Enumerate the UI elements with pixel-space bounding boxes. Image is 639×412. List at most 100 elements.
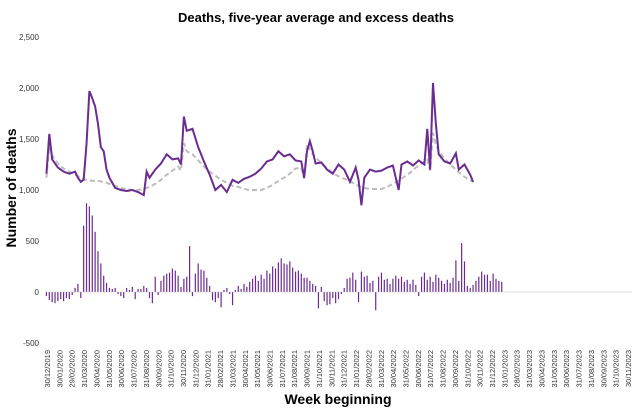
excess-bar	[412, 279, 414, 292]
x-tick-label: 31/07/2021	[278, 350, 287, 388]
excess-bar	[475, 280, 477, 292]
excess-bar	[440, 280, 443, 292]
excess-bar	[323, 292, 325, 302]
excess-bar	[455, 260, 457, 292]
x-tick-label: 30/11/2020	[179, 350, 188, 387]
excess-bar	[283, 263, 285, 292]
excess-bar	[409, 283, 411, 292]
excess-bar	[54, 292, 56, 304]
excess-bar	[231, 292, 234, 306]
excess-bar	[280, 258, 282, 292]
x-tick-label: 30/06/2020	[117, 350, 126, 388]
excess-bar	[501, 281, 503, 292]
y-tick-label: 2,000	[19, 84, 40, 93]
x-tick-label: 29/02/2020	[68, 350, 77, 388]
chart-title: Deaths, five-year average and excess dea…	[178, 10, 454, 25]
excess-bar	[103, 275, 105, 292]
x-axis-label: Week beginning	[284, 391, 391, 407]
x-tick-label: 30/11/2023	[624, 350, 633, 387]
excess-bar	[243, 283, 245, 292]
x-tick-label: 30/09/2023	[599, 350, 608, 388]
excess-bar	[332, 292, 334, 299]
excess-bar	[438, 277, 440, 292]
x-tick-label: 30/04/2022	[389, 350, 398, 388]
excess-bar	[74, 287, 76, 292]
excess-bar	[105, 282, 108, 292]
x-tick-label: 31/03/2022	[377, 350, 386, 388]
excess-bar	[400, 276, 403, 292]
x-tick-label: 31/08/2021	[290, 350, 299, 388]
excess-bar	[463, 261, 466, 292]
excess-bar	[346, 278, 348, 292]
x-tick-label: 30/04/2020	[92, 350, 101, 388]
excess-bar	[317, 292, 320, 309]
excess-bar	[349, 277, 351, 292]
y-tick-label: 1,500	[19, 135, 40, 144]
deaths-line	[45, 82, 475, 206]
excess-bar	[303, 277, 305, 292]
excess-bar	[329, 292, 331, 305]
excess-bar	[65, 292, 68, 299]
excess-bar	[123, 292, 125, 299]
excess-bar	[449, 282, 451, 292]
excess-bar	[335, 292, 337, 304]
excess-bar	[174, 270, 176, 292]
excess-bar	[292, 267, 294, 292]
excess-bar	[234, 289, 237, 292]
excess-bar	[183, 278, 185, 292]
excess-bar	[177, 275, 179, 292]
excess-bar	[269, 273, 271, 292]
excess-bar	[392, 278, 394, 292]
excess-bar	[486, 274, 488, 292]
excess-bar	[128, 289, 131, 292]
x-tick-label: 31/01/2023	[500, 350, 509, 388]
excess-bar	[446, 279, 448, 292]
excess-bar	[418, 292, 420, 297]
excess-bar	[458, 280, 460, 292]
excess-bar	[252, 278, 254, 292]
y-tick-label: 2,500	[19, 33, 40, 42]
excess-bar	[429, 276, 431, 292]
x-tick-label: 30/11/2022	[476, 350, 485, 387]
x-tick-label: 31/08/2022	[439, 350, 448, 388]
x-tick-label: 30/06/2021	[266, 350, 275, 388]
excess-bar	[140, 288, 142, 292]
excess-bar	[352, 272, 354, 292]
excess-bar	[492, 273, 494, 292]
excess-bar	[160, 280, 162, 292]
excess-bar	[452, 277, 454, 292]
excess-bar	[148, 292, 151, 299]
x-tick-label: 30/11/2021	[327, 350, 336, 387]
excess-bar	[77, 283, 79, 292]
x-tick-label: 31/03/2023	[525, 350, 534, 388]
y-tick-label: 0	[35, 288, 40, 297]
excess-bar	[171, 268, 174, 292]
excess-bar	[274, 268, 277, 292]
excess-bar	[63, 292, 65, 302]
x-tick-label: 30/06/2023	[562, 350, 571, 388]
excess-bar	[423, 272, 425, 292]
excess-bar	[294, 271, 297, 292]
excess-bar	[383, 279, 385, 292]
excess-bar	[206, 277, 208, 292]
excess-bar	[443, 283, 446, 292]
excess-bar	[60, 292, 62, 300]
excess-bar	[217, 292, 219, 299]
excess-bar	[395, 275, 397, 292]
excess-bar	[97, 251, 99, 292]
excess-bar	[357, 292, 360, 303]
excess-bars	[45, 203, 503, 311]
excess-bar	[366, 275, 368, 292]
excess-bar	[229, 292, 231, 295]
excess-bar	[469, 287, 471, 292]
excess-bar	[489, 280, 491, 292]
excess-bar	[45, 292, 48, 297]
excess-bar	[71, 292, 73, 296]
excess-bar	[189, 246, 191, 292]
x-tick-label: 28/02/2022	[364, 350, 373, 388]
x-tick-label: 31/05/2022	[402, 350, 411, 388]
excess-bar	[266, 270, 268, 292]
excess-bar	[91, 215, 93, 292]
excess-bar	[289, 261, 291, 292]
excess-bar	[85, 203, 88, 292]
